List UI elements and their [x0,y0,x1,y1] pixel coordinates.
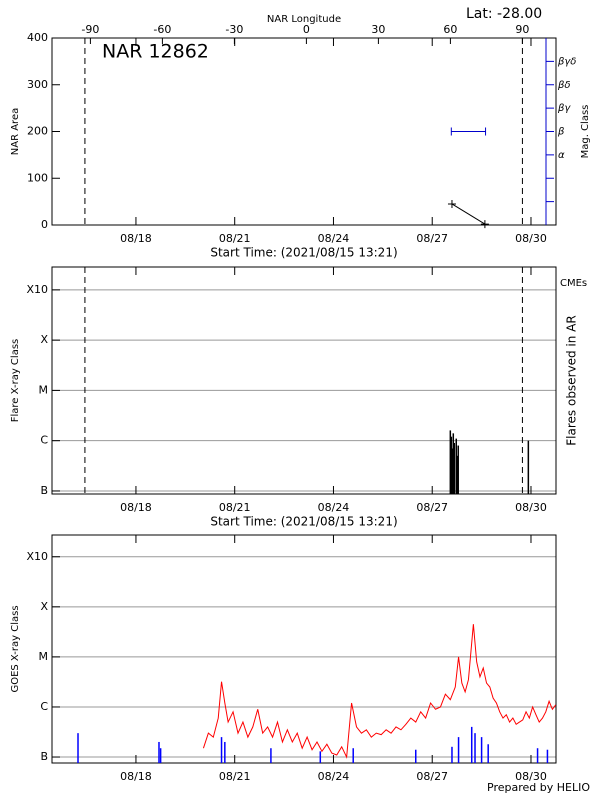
x-tick-label: 08/21 [219,232,251,245]
y-label: Flare X-ray Class [10,339,21,423]
y-tick-label: 300 [27,78,48,91]
y-tick-label: X [40,600,48,613]
x-tick-label: 08/24 [318,770,350,783]
y-tick-label: C [40,700,48,713]
x-tick-label: 08/18 [120,770,152,783]
y-label: NAR Area [10,108,21,155]
x2-tick-label: -90 [81,23,99,36]
x-label: Start Time: (2021/08/15 13:21) [210,246,397,260]
y2-tick-label: α [558,150,565,161]
x2-tick-label: 60 [443,23,457,36]
y-tick-label: C [40,434,48,447]
x2-tick-label: 90 [515,23,529,36]
y-label: GOES X-ray Class [10,605,21,692]
x-tick-label: 08/18 [120,501,152,514]
y-tick-label: M [39,650,49,663]
point-marker [480,220,489,229]
x-label: Start Time: (2021/08/15 13:21) [210,515,397,529]
y-tick-label: B [40,750,48,763]
note: Prepared by HELIO [487,781,590,794]
panel-title: NAR 12862 [102,41,209,63]
x-tick-label: 08/30 [515,770,547,783]
series-line [202,624,557,759]
x-tick-label: 08/24 [318,232,350,245]
x-tick-label: 08/27 [416,232,448,245]
y2-tick-label: βγ [557,103,571,114]
x2-label: NAR Longitude [267,14,341,25]
y-tick-label: X10 [26,283,48,296]
x-tick-label: 08/24 [318,501,350,514]
x-tick-label: 08/21 [219,501,251,514]
x2-tick-label: 0 [303,23,310,36]
annotation: CMEs [560,278,587,289]
x-tick-label: 08/27 [416,770,448,783]
y2-tick-label: βδ [557,80,571,91]
plot-frame [51,266,557,495]
series-line [451,203,486,225]
x2-tick-label: -30 [225,23,243,36]
y-tick-label: M [39,383,49,396]
x-tick-label: 08/30 [515,501,547,514]
x2-tick-label: 30 [371,23,385,36]
x-tick-label: 08/27 [416,501,448,514]
y2-label: Mag. Class [580,105,591,159]
y-tick-label: B [40,484,48,497]
x-tick-label: 08/18 [120,232,152,245]
y2-label: Flares observed in AR [565,315,579,445]
point-marker [447,199,456,208]
x-tick-label: 08/30 [515,232,547,245]
annotation: Lat: -28.00 [466,6,542,22]
x2-tick-label: -60 [153,23,171,36]
y-tick-label: 200 [27,125,48,138]
y-tick-label: 400 [27,31,48,44]
plot-frame [51,534,557,764]
y-tick-label: X [40,333,48,346]
y-tick-label: X10 [26,550,48,563]
y2-tick-label: βγδ [557,56,576,67]
y-tick-label: 0 [41,218,48,231]
y2-tick-label: β [557,127,565,138]
x-tick-label: 08/21 [219,770,251,783]
y-tick-label: 100 [27,171,48,184]
